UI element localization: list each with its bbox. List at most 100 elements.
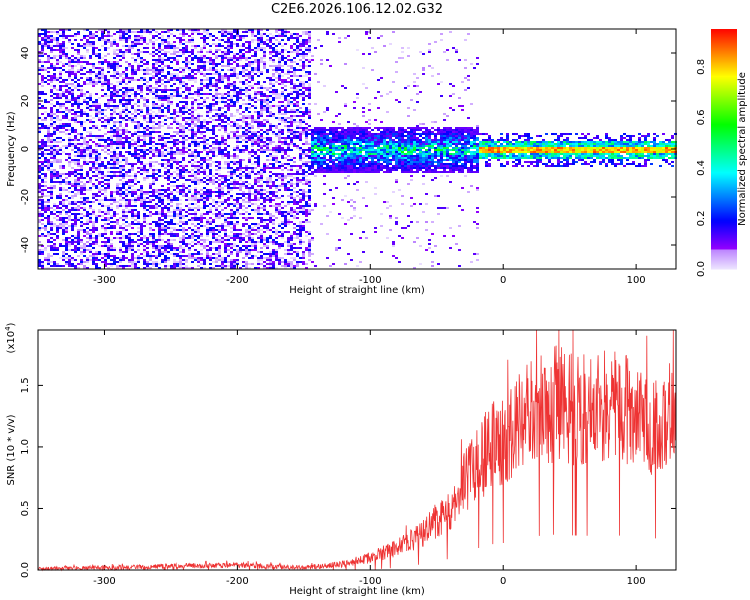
heatmap-cell xyxy=(140,239,143,241)
heatmap-cell xyxy=(233,75,236,77)
heatmap-cell xyxy=(119,257,122,259)
heatmap-cell xyxy=(59,243,62,245)
heatmap-cell xyxy=(248,125,251,127)
heatmap-cell xyxy=(209,45,212,47)
heatmap-cell xyxy=(251,233,254,235)
heatmap-cell xyxy=(98,61,101,63)
heatmap-cell xyxy=(83,83,86,85)
heatmap-cell xyxy=(254,191,257,193)
heatmap-cell xyxy=(260,135,263,137)
heatmap-cell xyxy=(203,43,206,45)
heatmap-cell xyxy=(101,125,104,127)
heatmap-cell xyxy=(245,29,248,31)
heatmap-cell xyxy=(53,249,56,251)
heatmap-cell xyxy=(224,261,227,263)
heatmap-cell xyxy=(47,131,50,133)
heatmap-cell xyxy=(173,131,176,133)
heatmap-cell xyxy=(182,49,185,51)
heatmap-cell xyxy=(242,199,245,201)
heatmap-cell xyxy=(188,39,191,41)
heatmap-cell xyxy=(206,175,209,177)
heatmap-cell xyxy=(254,151,257,153)
heatmap-cell xyxy=(188,235,191,237)
heatmap-cell xyxy=(80,245,83,247)
heatmap-cell xyxy=(71,171,74,173)
heatmap-cell xyxy=(107,185,110,187)
heatmap-cell xyxy=(188,75,191,77)
heatmap-cell xyxy=(74,209,77,211)
heatmap-cell xyxy=(95,265,98,267)
heatmap-cell xyxy=(254,69,257,71)
heatmap-cell xyxy=(68,89,71,91)
heatmap-cell xyxy=(80,229,83,231)
heatmap-cell xyxy=(47,61,50,63)
heatmap-cell xyxy=(227,189,230,191)
heatmap-cell xyxy=(203,131,206,133)
heatmap-cell xyxy=(233,199,236,201)
heatmap-cell xyxy=(71,185,74,187)
heatmap-cell xyxy=(152,129,155,131)
heatmap-cell xyxy=(197,65,200,67)
heatmap-cell xyxy=(125,77,128,79)
heatmap-cell xyxy=(89,177,92,179)
heatmap-cell xyxy=(176,199,179,201)
heatmap-cell xyxy=(242,43,245,45)
heatmap-cell xyxy=(89,139,92,141)
heatmap-cell xyxy=(194,215,197,217)
heatmap-cell xyxy=(41,29,44,31)
heatmap-cell xyxy=(152,247,155,249)
heatmap-cell xyxy=(140,189,143,191)
heatmap-cell xyxy=(80,109,83,111)
heatmap-cell xyxy=(47,167,50,169)
heatmap-cell xyxy=(95,241,98,243)
heatmap-cell xyxy=(83,199,86,201)
heatmap-cell xyxy=(62,111,65,113)
heatmap-cell xyxy=(224,51,227,53)
heatmap-cell xyxy=(260,33,263,35)
heatmap-cell xyxy=(143,247,146,249)
heatmap-cell xyxy=(68,209,71,211)
heatmap-cell xyxy=(152,181,155,183)
heatmap-cell xyxy=(92,185,95,187)
heatmap-cell xyxy=(74,129,77,131)
heatmap-cell xyxy=(140,229,143,231)
heatmap-cell xyxy=(248,263,251,265)
heatmap-cell xyxy=(143,135,146,137)
heatmap-cell xyxy=(155,263,158,265)
heatmap-cell xyxy=(83,93,86,95)
heatmap-cell xyxy=(194,79,197,81)
heatmap-cell xyxy=(107,223,110,225)
heatmap-cell xyxy=(260,235,263,237)
heatmap-cell xyxy=(182,135,185,137)
heatmap-cell xyxy=(221,181,224,183)
heatmap-cell xyxy=(233,29,236,31)
heatmap-cell xyxy=(203,213,206,215)
heatmap-cell xyxy=(203,207,206,209)
heatmap-cell xyxy=(242,117,245,119)
heatmap-cell xyxy=(179,229,182,231)
heatmap-cell xyxy=(218,197,221,199)
heatmap-cell xyxy=(233,95,236,97)
heatmap-cell xyxy=(137,99,140,101)
heatmap-cell xyxy=(62,131,65,133)
heatmap-cell xyxy=(56,119,59,121)
heatmap-cell xyxy=(143,145,146,147)
heatmap-cell xyxy=(77,153,80,155)
heatmap-cell xyxy=(41,145,44,147)
heatmap-cell xyxy=(245,139,248,141)
heatmap-cell xyxy=(134,125,137,127)
heatmap-cell xyxy=(155,87,158,89)
heatmap-cell xyxy=(191,129,194,131)
heatmap-cell xyxy=(134,73,137,75)
heatmap-cell xyxy=(212,137,215,139)
heatmap-cell xyxy=(224,75,227,77)
heatmap-cell xyxy=(200,189,203,191)
heatmap-cell xyxy=(56,225,59,227)
heatmap-cell xyxy=(206,73,209,75)
heatmap-cell xyxy=(257,131,260,133)
heatmap-cell xyxy=(221,215,224,217)
heatmap-cell xyxy=(176,229,179,231)
heatmap-cell xyxy=(137,167,140,169)
heatmap-cell xyxy=(182,83,185,85)
heatmap-cell xyxy=(170,77,173,79)
